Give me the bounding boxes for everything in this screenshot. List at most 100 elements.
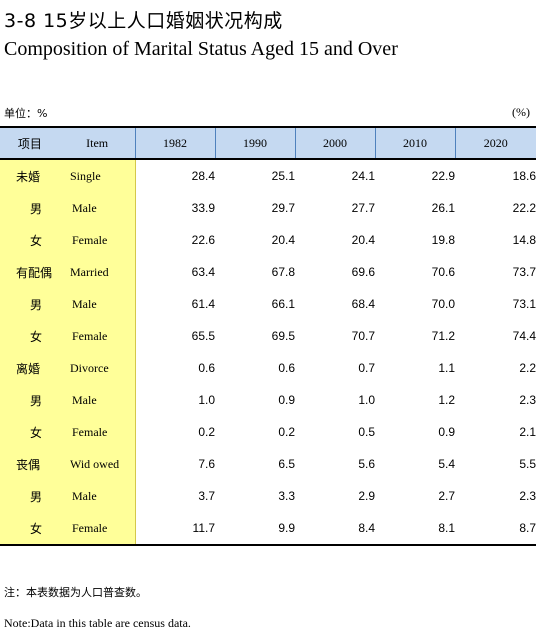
value-cell-2010: 1.1 [438,361,455,375]
value-cell-2010: 5.4 [438,457,455,471]
row-label-cn: 丧偶 [16,457,41,472]
header-year-2020: 2020 [455,126,536,160]
value-cell-2000: 24.1 [351,169,375,183]
header-year-2010: 2010 [375,126,456,160]
table-row: 女 Female 0.2 0.2 0.5 0.9 2.1 [0,416,536,448]
table-row: 男 Male 3.7 3.3 2.9 2.7 2.3 [0,480,536,512]
row-label-en: Female [72,328,108,343]
row-label-en: Male [72,488,97,503]
value-cell-2010: 8.1 [375,512,455,546]
value-cell-1990: 9.9 [215,512,295,546]
value-cell-1982: 0.2 [198,425,215,439]
marital-status-table: 项目 Item 1982 1990 2000 2010 2020 未婚 Singl… [0,126,536,546]
value-cell-1982: 63.4 [191,265,215,279]
row-label-cn: 男 [30,489,43,504]
row-label-cn: 女 [30,329,43,344]
value-cell-2000: 70.7 [351,329,375,343]
table-row: 女 Female 22.6 20.4 20.4 19.8 14.8 [0,224,536,256]
value-cell-2020: 73.7 [512,265,536,279]
value-cell-1982: 22.6 [191,233,215,247]
row-label-cn: 离婚 [16,361,41,376]
value-cell-2010: 22.9 [431,169,455,183]
value-cell-1990: 0.2 [278,425,295,439]
row-item-cell: 女 Female [0,416,136,448]
value-cell-2010: 70.0 [431,297,455,311]
row-label-en: Female [72,520,108,535]
row-label-cn: 女 [30,233,43,248]
value-cell-1982: 11.7 [135,512,215,546]
header-item: 项目 Item [0,126,136,160]
header-item-en: Item [86,135,109,150]
row-item-cell: 女 Female [0,512,136,546]
row-label-cn: 未婚 [16,169,41,184]
value-cell-2000: 2.9 [358,489,375,503]
value-cell-2000: 0.5 [358,425,375,439]
row-label-en: Married [70,264,109,279]
table-row: 男 Male 61.4 66.1 68.4 70.0 73.1 [0,288,536,320]
row-item-cell: 男 Male [0,288,136,320]
row-label-en: Female [72,424,108,439]
value-cell-1990: 29.7 [271,201,295,215]
row-label-cn: 女 [30,425,43,440]
table-title-cn: 3-8 15岁以上人口婚姻状况构成 [4,10,283,32]
row-item-cell: 男 Male [0,384,136,416]
value-cell-2010: 0.9 [438,425,455,439]
value-cell-1990: 6.5 [278,457,295,471]
header-year-1990: 1990 [215,126,296,160]
value-cell-1982: 28.4 [191,169,215,183]
value-cell-2020: 2.3 [519,489,536,503]
value-cell-2020: 8.7 [455,512,536,546]
value-cell-2020: 14.8 [512,233,536,247]
value-cell-2000: 27.7 [351,201,375,215]
value-cell-1990: 66.1 [271,297,295,311]
value-cell-2000: 1.0 [358,393,375,407]
value-cell-1982: 3.7 [198,489,215,503]
header-year-2000: 2000 [295,126,376,160]
table-row: 女 Female 65.5 69.5 70.7 71.2 74.4 [0,320,536,352]
value-cell-2020: 2.2 [519,361,536,375]
value-cell-1982: 1.0 [198,393,215,407]
row-label-cn: 男 [30,393,43,408]
row-label-en: Single [70,168,101,183]
value-cell-2000: 20.4 [351,233,375,247]
note-cn: 注：本表数据为人口普查数。 [4,586,147,599]
value-cell-1982: 65.5 [191,329,215,343]
value-cell-2020: 5.5 [519,457,536,471]
table-row: 未婚 Single 28.4 25.1 24.1 22.9 18.6 [0,159,536,192]
value-cell-1982: 61.4 [191,297,215,311]
value-cell-1990: 3.3 [278,489,295,503]
row-label-cn: 有配偶 [16,265,53,280]
row-item-cell: 男 Male [0,192,136,224]
value-cell-2020: 2.1 [519,425,536,439]
value-cell-1982: 33.9 [191,201,215,215]
header-row: 项目 Item 1982 1990 2000 2010 2020 [0,126,536,160]
value-cell-2000: 0.7 [358,361,375,375]
row-item-cell: 男 Male [0,480,136,512]
unit-percent-label: (%) [512,105,530,119]
value-cell-1990: 25.1 [271,169,295,183]
row-item-cell: 有配偶 Married [0,256,136,288]
value-cell-2000: 69.6 [351,265,375,279]
table-row: 女 Female 11.7 9.9 8.4 8.1 8.7 [0,512,536,546]
row-label-en: Male [72,200,97,215]
header-year-1982: 1982 [135,126,216,160]
value-cell-1990: 20.4 [271,233,295,247]
value-cell-2020: 2.3 [519,393,536,407]
value-cell-2000: 68.4 [351,297,375,311]
row-label-en: Male [72,296,97,311]
value-cell-2010: 1.2 [438,393,455,407]
value-cell-2010: 71.2 [431,329,455,343]
row-label-cn: 男 [30,201,43,216]
unit-label: 单位：% [4,107,48,120]
table-row: 男 Male 1.0 0.9 1.0 1.2 2.3 [0,384,536,416]
table-row: 男 Male 33.9 29.7 27.7 26.1 22.2 [0,192,536,224]
row-label-en: Wid owed [70,456,120,471]
value-cell-2020: 73.1 [512,297,536,311]
row-label-en: Male [72,392,97,407]
row-label-cn: 男 [30,297,43,312]
table-title-en: Composition of Marital Status Aged 15 an… [4,38,398,60]
value-cell-2020: 74.4 [512,329,536,343]
table-row: 丧偶 Wid owed 7.6 6.5 5.6 5.4 5.5 [0,448,536,480]
note-en: Note:Data in this table are census data. [4,616,191,630]
value-cell-2010: 2.7 [438,489,455,503]
